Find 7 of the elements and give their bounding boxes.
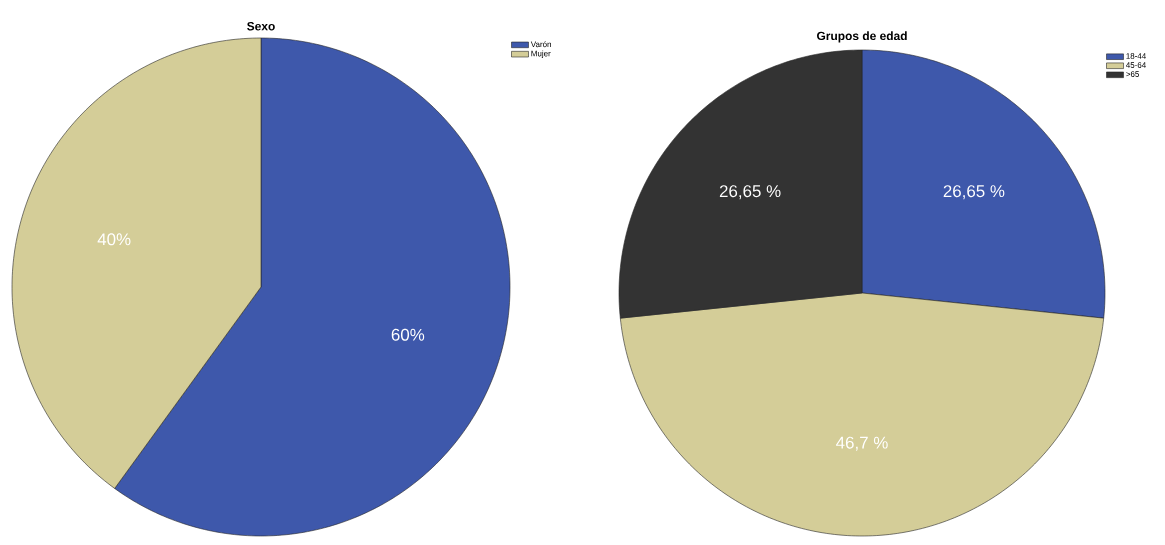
data-label: 26,65 % (719, 185, 781, 200)
chart-title: Sexo (247, 22, 275, 31)
data-label: 46,7 % (836, 436, 888, 451)
data-label: 26,65 % (943, 185, 1005, 200)
data-label: 60% (391, 328, 425, 341)
chart-title: Grupos de edad (816, 31, 907, 43)
data-label: 40% (97, 233, 131, 246)
